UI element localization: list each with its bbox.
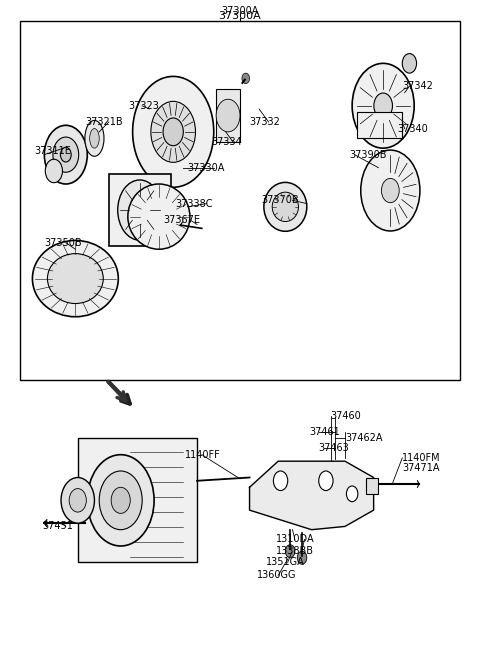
Bar [357,112,402,138]
Bar [366,477,378,494]
Circle shape [60,147,71,162]
Bar [216,90,240,141]
Circle shape [274,471,288,491]
Circle shape [374,93,393,119]
Circle shape [216,99,240,132]
Circle shape [163,118,183,145]
Ellipse shape [128,184,190,250]
Bar [109,174,171,246]
Ellipse shape [85,121,104,157]
Text: 37471A: 37471A [402,462,440,473]
Polygon shape [250,461,373,530]
Text: 37300A: 37300A [218,11,262,21]
Circle shape [402,54,417,73]
Circle shape [361,150,420,231]
Circle shape [45,159,62,183]
Circle shape [69,489,86,512]
Circle shape [319,471,333,491]
Text: 37311E: 37311E [35,147,72,157]
Ellipse shape [90,128,99,148]
Ellipse shape [33,240,118,317]
Text: 1351GA: 1351GA [266,557,305,567]
Circle shape [151,102,195,162]
Circle shape [285,545,295,558]
Text: 37461: 37461 [309,427,340,437]
Ellipse shape [48,253,103,303]
Text: 37460: 37460 [331,411,361,421]
Text: 37342: 37342 [402,81,433,91]
Text: 37321B: 37321B [85,117,122,127]
Circle shape [382,178,399,202]
Circle shape [297,552,307,564]
Text: 37323: 37323 [128,101,159,111]
Text: 1140FF: 1140FF [185,450,221,460]
Circle shape [132,77,214,187]
Text: 37300A: 37300A [221,6,259,16]
Text: 37367E: 37367E [164,215,201,225]
Bar [78,438,197,562]
Circle shape [242,73,250,84]
Text: 37462A: 37462A [345,434,383,443]
Text: 37451: 37451 [42,521,73,531]
Text: 1338BB: 1338BB [276,546,314,555]
Circle shape [53,137,79,172]
Text: 37370B: 37370B [262,195,299,205]
Circle shape [99,471,142,530]
Text: 37332: 37332 [250,117,280,127]
Ellipse shape [264,182,307,231]
Circle shape [352,64,414,148]
Circle shape [61,477,95,523]
Circle shape [118,180,162,240]
Text: 37390B: 37390B [350,149,387,160]
FancyArrowPatch shape [108,382,130,403]
Ellipse shape [272,192,299,221]
Bar [21,21,459,380]
Circle shape [87,455,154,546]
Text: 1140FM: 1140FM [402,453,441,463]
Text: 37338C: 37338C [176,198,213,208]
Text: 1310DA: 1310DA [276,534,314,544]
Text: 37340: 37340 [397,124,428,134]
Text: 37330A: 37330A [188,162,225,173]
Circle shape [111,487,130,514]
Text: 37334: 37334 [211,137,242,147]
Text: 37463: 37463 [319,443,349,453]
Text: 37350B: 37350B [44,238,82,248]
Text: 1360GG: 1360GG [257,571,296,580]
Circle shape [347,486,358,502]
Circle shape [44,125,87,184]
